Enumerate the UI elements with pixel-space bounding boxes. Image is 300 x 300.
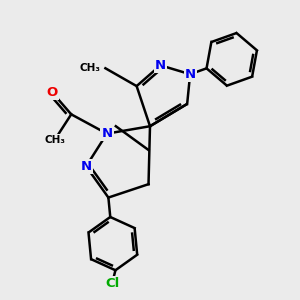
Text: N: N [155,59,166,72]
Text: N: N [101,127,112,140]
Text: Cl: Cl [106,277,120,290]
Text: CH₃: CH₃ [44,135,65,145]
Text: O: O [46,85,58,98]
Text: N: N [184,68,196,81]
Text: CH₃: CH₃ [80,63,101,73]
Text: N: N [80,160,92,173]
